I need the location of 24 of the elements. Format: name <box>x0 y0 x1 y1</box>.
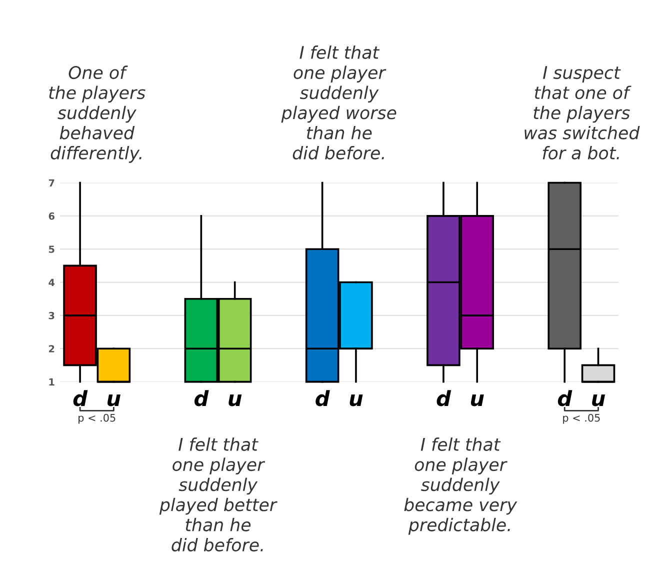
x-tick-label: u <box>592 394 606 406</box>
text: I suspect that one of the players was switched for a bot. <box>524 66 640 160</box>
text: I felt that one player suddenly played worse than he did before. <box>281 46 396 160</box>
y-tick-label: 6 <box>48 212 54 220</box>
x-tick-label: u <box>470 394 484 406</box>
text: p < .05 <box>563 414 600 424</box>
x-tick-label: d <box>316 390 330 406</box>
x-tick-label: u <box>108 394 120 406</box>
x-tick-label: d <box>73 390 88 406</box>
x-tick-label: d <box>194 390 209 406</box>
y-tick-label: 1 <box>49 378 54 386</box>
x-tick-label: d <box>436 390 452 406</box>
x-tick-label: u <box>350 394 363 406</box>
text: I felt that one player suddenly became very predictable. <box>404 438 518 535</box>
text: One of the players suddenly behaved differently. <box>49 66 146 163</box>
text: p < .05 <box>78 414 116 424</box>
y-tick-label: 4 <box>48 278 55 286</box>
y-tick-label: 7 <box>48 179 54 186</box>
y-tick-label: 5 <box>48 246 54 253</box>
x-tick-label: d <box>558 390 572 406</box>
y-tick-label: 2 <box>48 345 54 352</box>
x-tick-label: u <box>228 394 242 406</box>
text: I felt that one player suddenly played better than he did before. <box>159 438 278 552</box>
y-tick-label: 3 <box>48 312 54 320</box>
